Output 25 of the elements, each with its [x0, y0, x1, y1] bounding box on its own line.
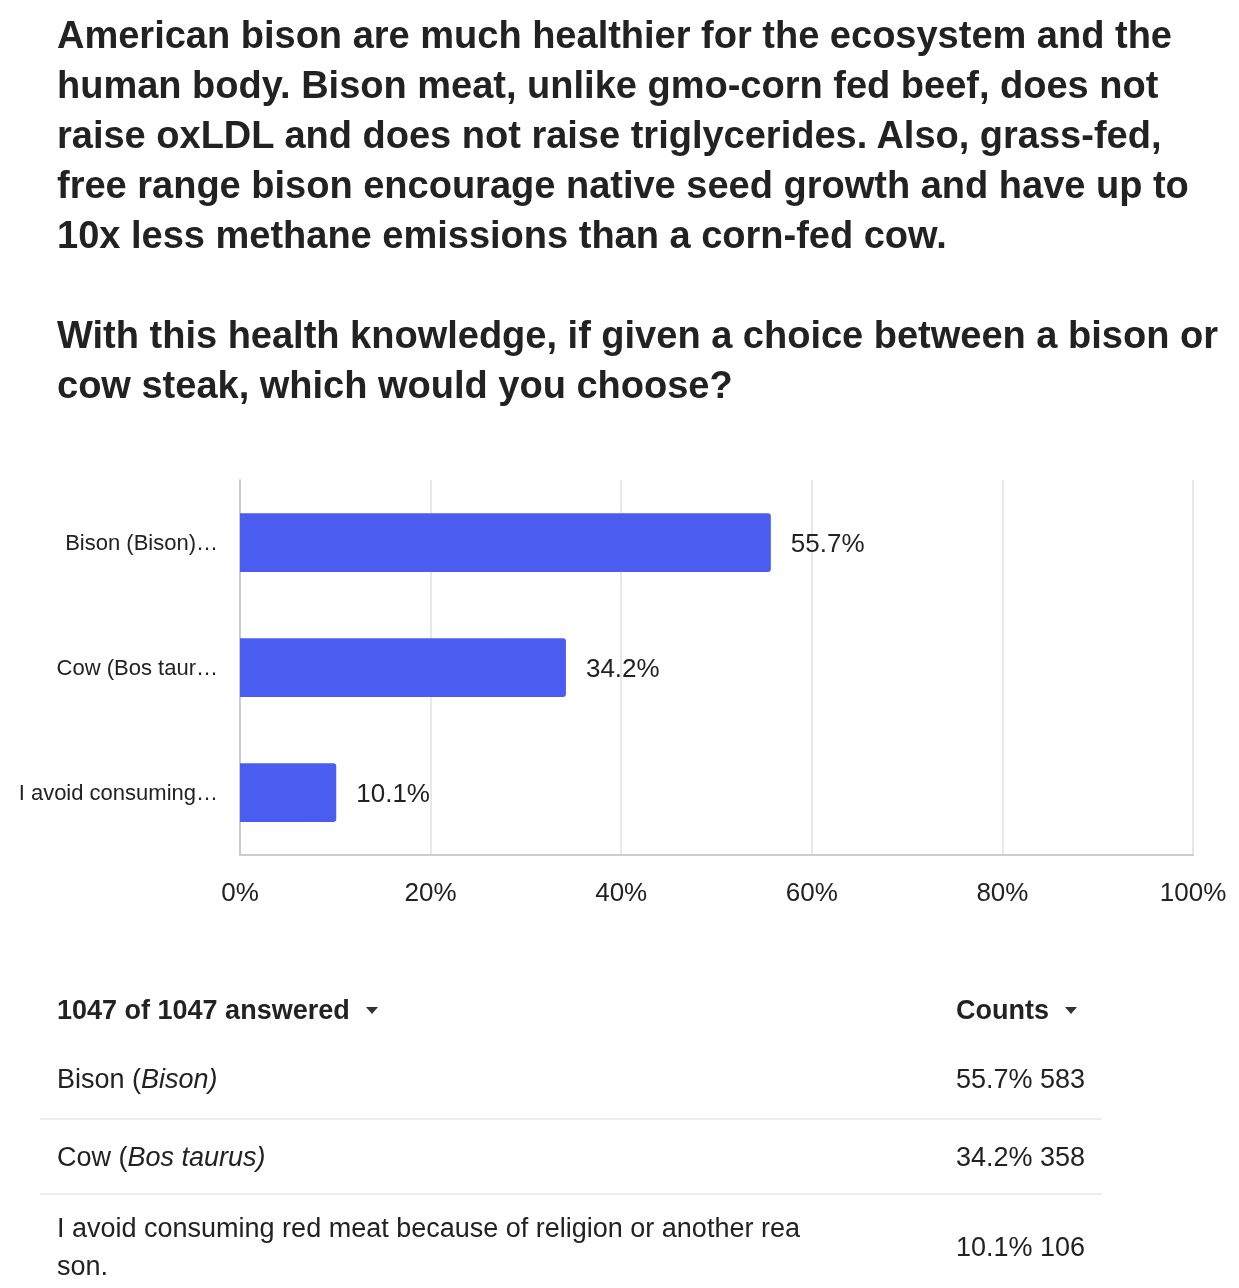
data-label: 55.7% [790, 527, 865, 558]
data-label: 34.2% [585, 652, 660, 683]
x-tick-label: 40% [595, 877, 648, 907]
x-tick-label: 80% [976, 877, 1029, 907]
x-tick-label: 100% [1159, 877, 1227, 907]
category-label: Bison (Bison) [57, 1063, 219, 1096]
chart-title: American bison are much healthier for the ecosystem and the human body. Bison meat, unlike gmo-corn fed beef, does not raise oxLDL and does not raise triglycerides. Also, grass-fed, free range bison encourage native seed growth and have up to 10x less methane emissions than a corn-fed cow. [57, 13, 1190, 258]
text: 10.1% 106 [955, 1232, 1085, 1262]
text: 34.2% 358 [955, 1141, 1085, 1172]
data-label: 10.1% [356, 777, 430, 808]
x-tick-label: 60% [785, 877, 838, 907]
text: 1047 of 1047 answered [57, 994, 350, 1026]
category-label: Cow (Bos taurus) [57, 1140, 267, 1174]
x-tick-label: 20% [404, 877, 457, 907]
y-tick-label: I avoid consuming… [18, 780, 218, 805]
bar [240, 763, 337, 822]
text: Counts [956, 994, 1049, 1026]
bar [240, 638, 566, 697]
category-label: I avoid consuming red meat because of religion or another reason. [57, 1212, 801, 1283]
chart-subtitle: With this health knowledge, if given a choice between a bison or cow steak, which would you choose? [57, 313, 1219, 408]
x-tick-label: 0% [221, 877, 259, 907]
bar [240, 513, 771, 572]
y-tick-label: Cow (Bos taur… [56, 655, 218, 680]
y-tick-label: Bison (Bison)… [65, 530, 218, 555]
text: 55.7% 583 [955, 1064, 1085, 1094]
